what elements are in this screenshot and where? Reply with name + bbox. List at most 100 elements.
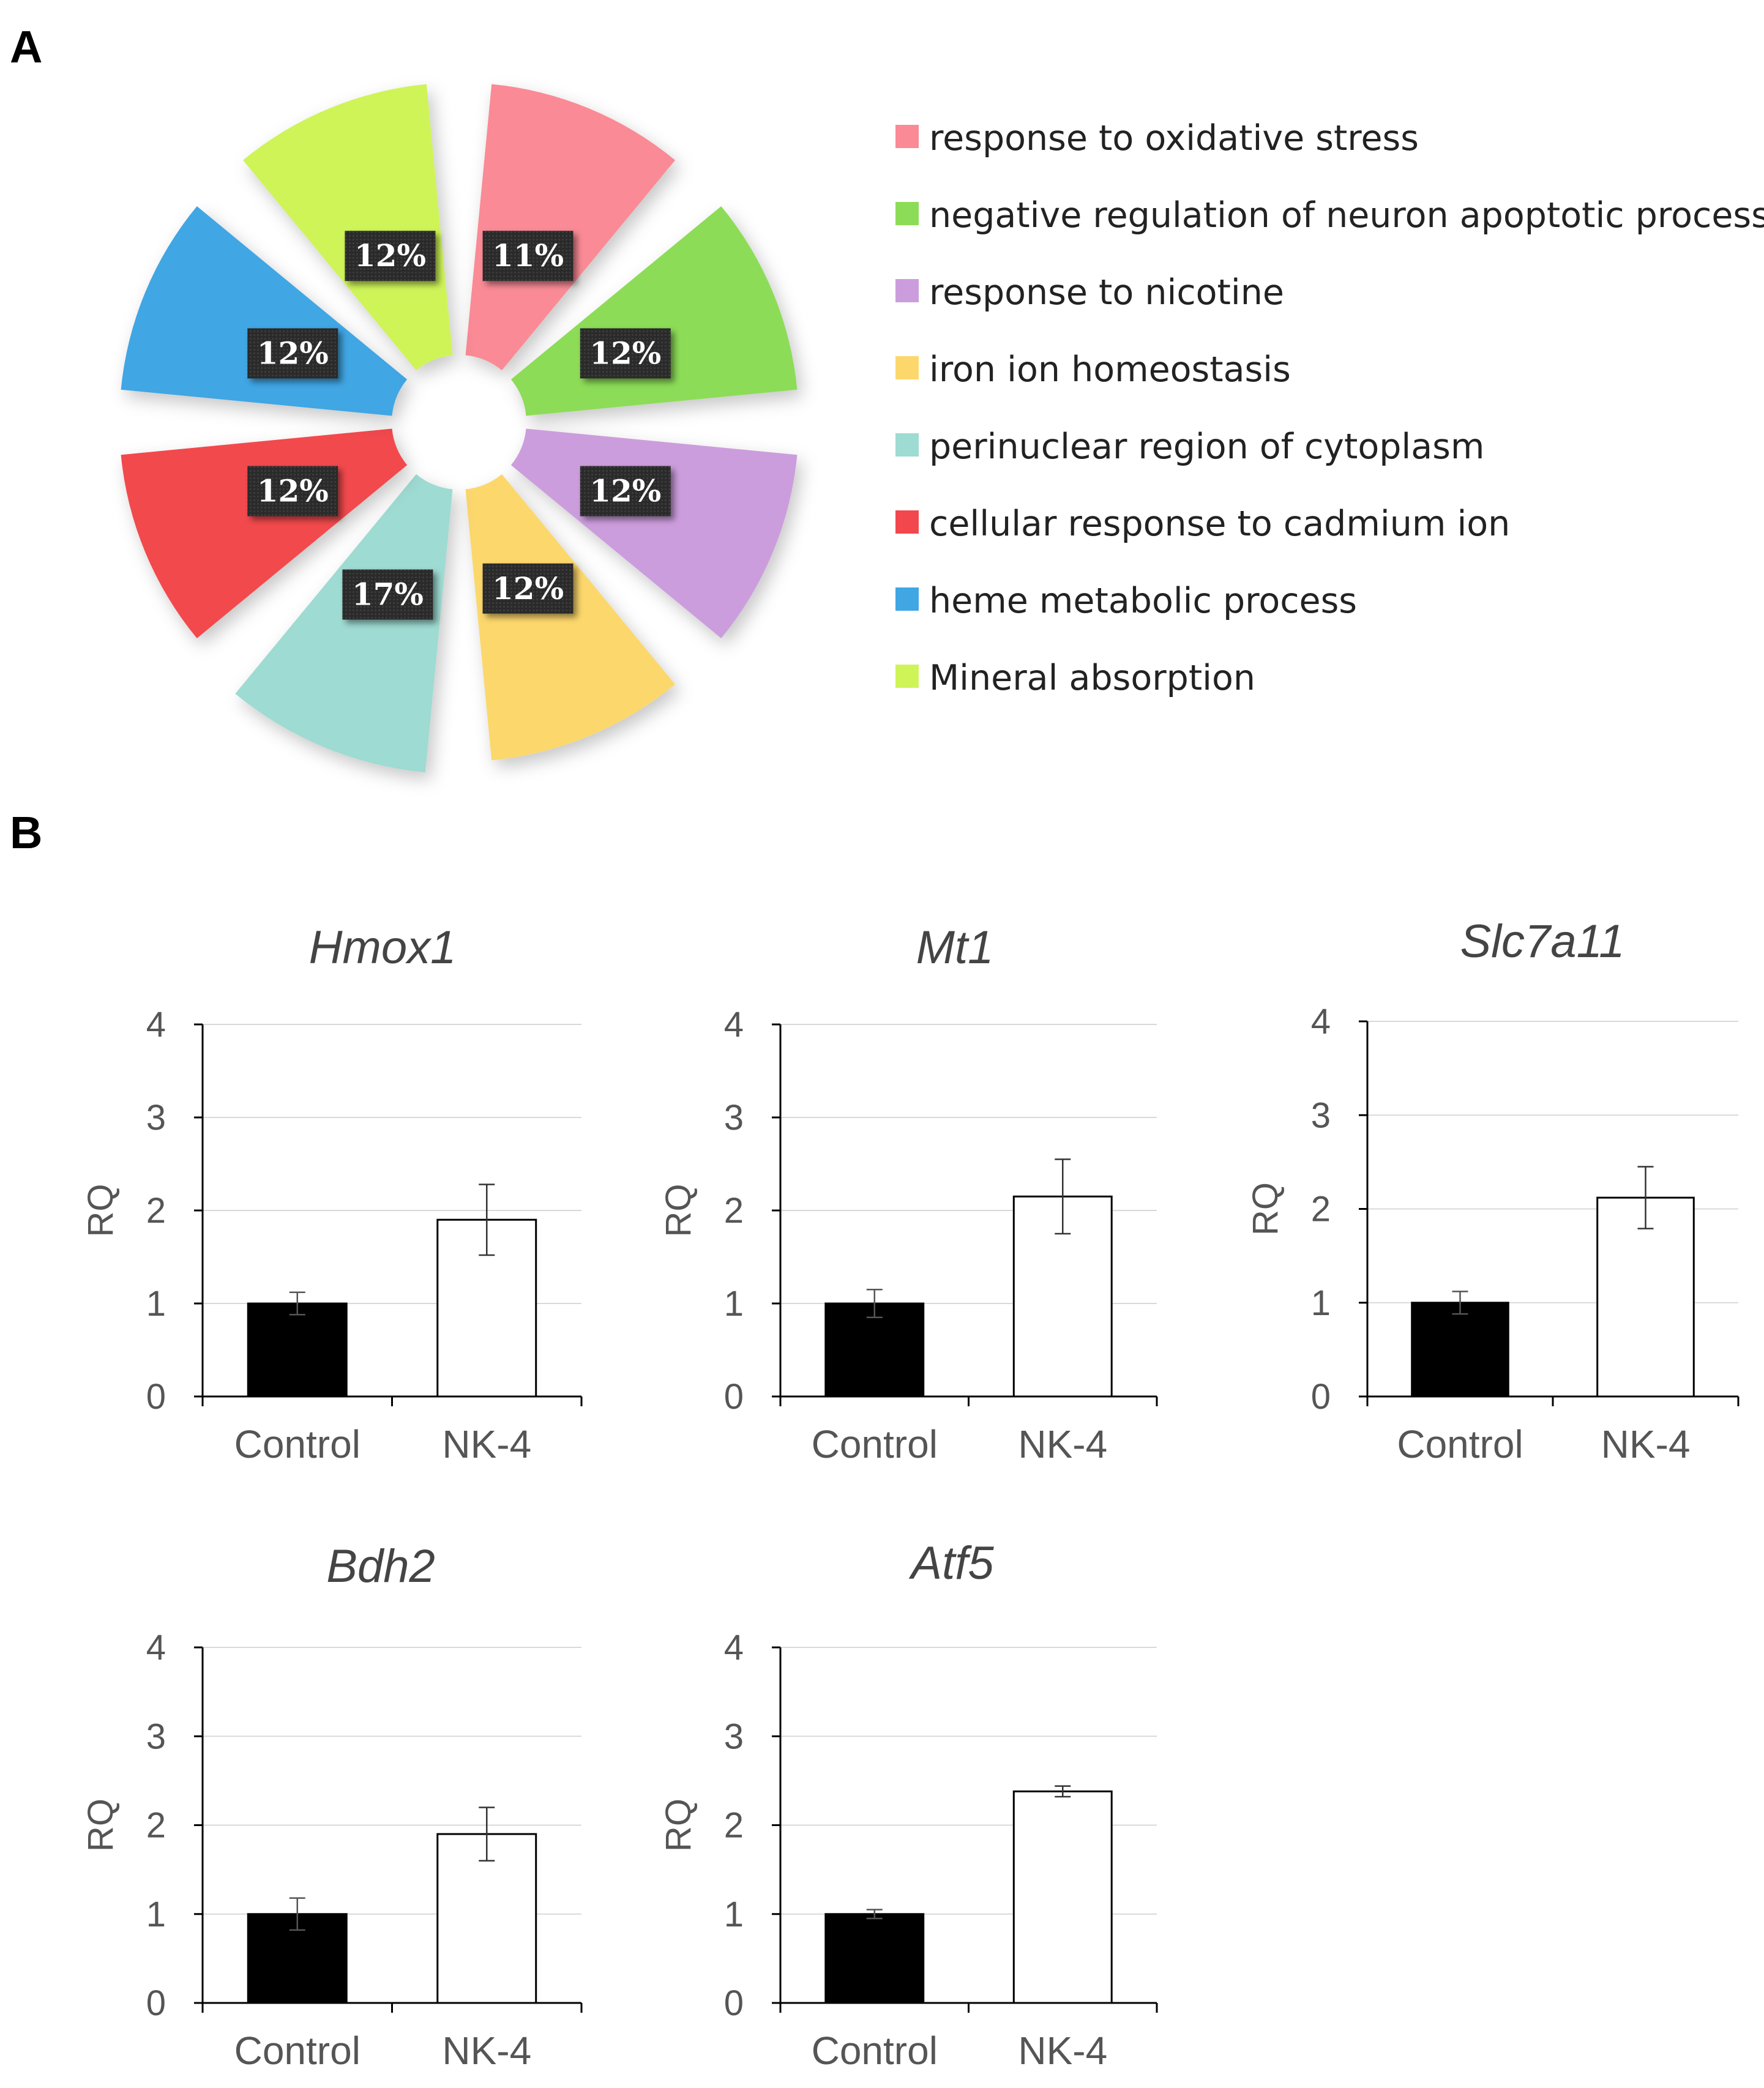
pie-legend: response to oxidative stress negative reg…: [895, 118, 1764, 698]
pie-value-text: 12%: [492, 570, 564, 606]
error-bar: [479, 1184, 495, 1256]
y-tick-label: 2: [1311, 1190, 1331, 1229]
pie-value-box: [580, 328, 671, 379]
legend-label: response to nicotine: [929, 272, 1284, 313]
legend-item: cellular response to cadmium ion: [895, 504, 1510, 544]
y-tick-label: 3: [1311, 1095, 1331, 1135]
y-tick-label: 3: [724, 1098, 744, 1138]
legend-swatch: [895, 125, 919, 148]
pie-value-label: 12%: [580, 328, 671, 379]
bar-chart-atf5: Atf5 0 1 2 3 4 RQ Control NK-4: [659, 1537, 1158, 2073]
pie-value-box: [342, 569, 433, 620]
legend-swatch: [895, 665, 919, 688]
y-tick-label: 2: [146, 1806, 166, 1846]
x-category-label: Control: [812, 2029, 938, 2073]
x-category-label: Control: [1397, 1422, 1523, 1466]
pie-slice-perinuclear-region-of-cytoplasm: [235, 474, 453, 773]
pie-value-label: 12%: [247, 328, 338, 379]
bar-charts: Hmox1 0 1 2 3 4 RQ Control NK-4 Mt1 0 1 2 3 4 RQ Control…: [81, 915, 1740, 2073]
x-category-label: Control: [234, 1422, 361, 1466]
y-tick-label: 1: [146, 1895, 166, 1934]
pie-value-text: 12%: [589, 473, 661, 509]
pie-value-text: 12%: [257, 335, 329, 371]
pie-value-label: 17%: [342, 569, 433, 620]
legend-item: response to oxidative stress: [895, 118, 1419, 158]
legend-item: iron ion homeostasis: [895, 349, 1291, 390]
bar-control: [1411, 1302, 1509, 1398]
bar-nk-4: [1012, 1790, 1113, 2004]
x-category-label: NK-4: [1018, 1422, 1107, 1466]
error-bar: [866, 1909, 883, 1920]
x-category-label: NK-4: [1018, 2029, 1107, 2073]
pie-value-text: 11%: [492, 237, 564, 274]
pie-value-box: [247, 466, 338, 516]
legend-swatch: [895, 510, 919, 534]
y-tick-label: 2: [724, 1806, 744, 1846]
y-tick-label: 0: [724, 1377, 744, 1417]
y-tick-label: 0: [146, 1377, 166, 1417]
panel-label-a: A: [10, 21, 42, 72]
legend-item: heme metabolic process: [895, 581, 1357, 621]
y-tick-label: 3: [146, 1717, 166, 1756]
error-bar: [1055, 1158, 1071, 1235]
y-tick-label: 1: [1311, 1283, 1331, 1323]
chart-title: Hmox1: [309, 922, 457, 974]
chart-title: Atf5: [908, 1537, 994, 1589]
y-tick-label: 1: [724, 1284, 744, 1324]
y-tick-label: 2: [724, 1191, 744, 1231]
y-tick-label: 4: [146, 1628, 166, 1668]
error-bar: [289, 1897, 305, 1931]
pie-slice-iron-ion-homeostasis: [465, 474, 676, 761]
pie-value-box: [247, 328, 338, 379]
error-bar: [1452, 1291, 1468, 1315]
bar-chart-slc7a11: Slc7a11 0 1 2 3 4 RQ Control NK-4: [1246, 915, 1740, 1466]
pie-value-text: 12%: [354, 237, 426, 274]
legend-label: cellular response to cadmium ion: [929, 504, 1510, 544]
bar-nk-4: [436, 1833, 537, 2004]
chart-title: Slc7a11: [1460, 915, 1624, 968]
legend-swatch: [895, 279, 919, 302]
y-tick-label: 2: [146, 1191, 166, 1231]
legend-label: perinuclear region of cytoplasm: [929, 427, 1484, 467]
y-tick-label: 1: [146, 1284, 166, 1324]
legend-label: heme metabolic process: [929, 581, 1357, 621]
pie-value-text: 12%: [257, 473, 329, 509]
y-tick-label: 4: [146, 1005, 166, 1045]
y-tick-label: 4: [724, 1005, 744, 1045]
legend-label: Mineral absorption: [929, 658, 1255, 698]
legend-item: negative regulation of neuron apoptotic …: [895, 195, 1764, 236]
legend-swatch: [895, 587, 919, 611]
bar-nk-4: [1596, 1196, 1695, 1398]
legend-item: Mineral absorption: [895, 658, 1255, 698]
legend-swatch: [895, 202, 919, 225]
y-axis-label: RQ: [659, 1799, 698, 1852]
panel-label-b: B: [10, 807, 42, 858]
x-category-label: NK-4: [1601, 1422, 1691, 1466]
x-category-label: NK-4: [442, 2029, 531, 2073]
pie-value-text: 12%: [589, 335, 661, 371]
error-bar: [479, 1806, 495, 1862]
y-tick-label: 3: [146, 1098, 166, 1138]
pie-value-label: 12%: [482, 563, 574, 614]
legend-item: perinuclear region of cytoplasm: [895, 427, 1484, 467]
y-tick-label: 4: [1311, 1002, 1331, 1042]
bar-control: [247, 1302, 348, 1398]
x-category-label: Control: [812, 1422, 938, 1466]
error-bar: [1637, 1166, 1654, 1229]
pie-value-box: [482, 231, 574, 282]
pie-chart: 11% 12% 12% 12% 17% 12% 12% 12%: [121, 84, 798, 773]
pie-value-text: 17%: [352, 576, 424, 613]
bar-chart-mt1: Mt1 0 1 2 3 4 RQ Control NK-4: [659, 922, 1158, 1466]
pie-value-label: 11%: [482, 231, 574, 282]
y-tick-label: 0: [724, 1983, 744, 2023]
legend-label: negative regulation of neuron apoptotic …: [929, 195, 1764, 236]
legend-label: response to oxidative stress: [929, 118, 1419, 158]
legend-swatch: [895, 433, 919, 457]
error-bar: [866, 1288, 883, 1319]
chart-title: Mt1: [916, 922, 994, 974]
y-tick-label: 4: [724, 1628, 744, 1668]
error-bar: [289, 1291, 305, 1316]
pie-value-box: [482, 563, 574, 614]
pie-value-box: [345, 231, 436, 282]
